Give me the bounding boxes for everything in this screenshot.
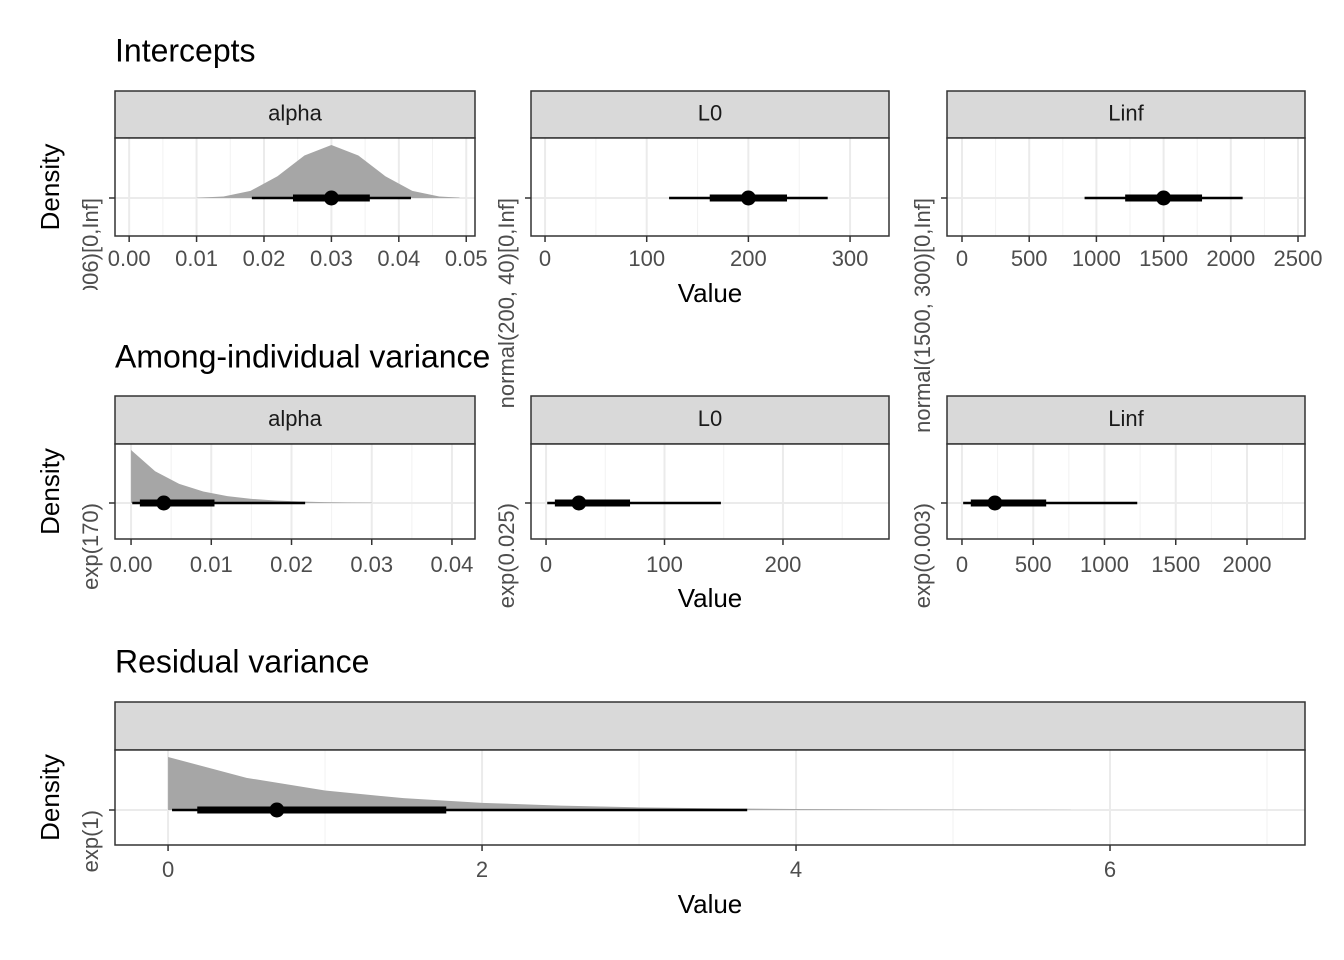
- panel-bg: [531, 138, 889, 236]
- median-point: [987, 495, 1003, 511]
- strip-label: Linf: [1108, 100, 1144, 125]
- x-tick-label: 200: [730, 246, 767, 271]
- x-axis-title: Value: [678, 583, 743, 613]
- y-tick-label: exp(170): [78, 503, 103, 590]
- x-tick-label: 200: [765, 552, 802, 577]
- strip-bg: [114, 701, 1306, 751]
- y-tick-label: exp(1): [78, 810, 103, 872]
- median-point: [571, 495, 587, 511]
- panel-bg: [531, 444, 889, 539]
- strip-bg: [946, 395, 1306, 445]
- median-point: [740, 190, 756, 206]
- strip-label: alpha: [268, 100, 323, 125]
- x-tick-label: 4: [790, 857, 802, 882]
- panel-border: [114, 137, 476, 237]
- x-tick-label: 0: [956, 246, 968, 271]
- panels: alpha 0.00 0.01 0.02 0.03 0.04 0.05 L0 0 100 200 30…: [108, 90, 1323, 271]
- x-tick-label: 0.03: [350, 552, 393, 577]
- x-tick-label: 1000: [1080, 552, 1129, 577]
- x-tick-label: 6: [1104, 857, 1116, 882]
- x-tick-label: 0: [540, 552, 552, 577]
- y-tick-label: normal(200, 40)[0,Inf]: [494, 198, 519, 408]
- x-tick-label: 0.00: [108, 246, 151, 271]
- x-tick-label: 100: [628, 246, 665, 271]
- strip-bg: [530, 395, 890, 445]
- median-point: [323, 190, 339, 206]
- panel-border: [114, 749, 1306, 846]
- x-tick-label: 0.03: [310, 246, 353, 271]
- x-tick-label: 0: [956, 552, 968, 577]
- panel-border: [946, 137, 1306, 237]
- x-tick-label: 0.01: [190, 552, 233, 577]
- x-tick-label: 1500: [1139, 246, 1188, 271]
- median-point: [269, 802, 285, 818]
- strip-label: Linf: [1108, 406, 1144, 431]
- x-tick-label: 0.04: [431, 552, 474, 577]
- x-tick-label: 0.01: [175, 246, 218, 271]
- panel-border: [530, 443, 890, 540]
- x-tick-label: 0.02: [270, 552, 313, 577]
- row-title: Residual variance: [115, 643, 369, 679]
- x-tick-label: 0.02: [243, 246, 286, 271]
- panel-bg: [947, 444, 1305, 539]
- y-tick-label: normal(1500, 300)[0,Inf]: [910, 198, 935, 433]
- strip-bg: [114, 395, 476, 445]
- x-tick-label: 500: [1015, 552, 1052, 577]
- x-tick-label: 0.05: [445, 246, 488, 271]
- x-tick-label: 500: [1011, 246, 1048, 271]
- median-point: [156, 495, 172, 511]
- density: [196, 145, 460, 198]
- row-title: Intercepts: [115, 32, 256, 68]
- median-point: [1156, 190, 1172, 206]
- y-axis-title: Density: [35, 144, 65, 231]
- row-title: Among-individual variance: [115, 338, 490, 374]
- y-tick-label: normal(0.03, 0.006)[0,Inf]: [78, 198, 103, 445]
- strip-bg: [530, 90, 890, 139]
- x-tick-label: 2500: [1274, 246, 1323, 271]
- x-tick-label: 2: [476, 857, 488, 882]
- x-tick-label: 2000: [1223, 552, 1272, 577]
- panel-bg: [947, 138, 1305, 236]
- x-tick-label: 1000: [1072, 246, 1121, 271]
- density: [168, 757, 1071, 810]
- y-axis-title: Density: [35, 754, 65, 841]
- x-tick-label: 2000: [1206, 246, 1255, 271]
- strip-bg: [114, 90, 476, 139]
- x-tick-label: 0: [162, 857, 174, 882]
- x-axis-title: Value: [678, 278, 743, 308]
- y-tick-label: exp(0.025): [494, 503, 519, 608]
- x-tick-label: 100: [646, 552, 683, 577]
- strip-label: L0: [698, 406, 722, 431]
- strip-label: L0: [698, 100, 722, 125]
- y-tick-label: exp(0.003): [910, 503, 935, 608]
- x-axis-title: Value: [678, 889, 743, 919]
- panel-border: [946, 443, 1306, 540]
- panel-border: [530, 137, 890, 237]
- strip-label: alpha: [268, 406, 323, 431]
- x-tick-label: 300: [832, 246, 869, 271]
- panels: alpha 0.00 0.01 0.02 0.03 0.04 L0 0 100 200 Linf 0 5…: [109, 395, 1306, 577]
- strip-bg: [946, 90, 1306, 139]
- panels: 0 2 4 6: [109, 701, 1306, 882]
- x-tick-label: 1500: [1151, 552, 1200, 577]
- y-axis-title: Density: [35, 448, 65, 535]
- panel-border: [114, 443, 476, 540]
- density: [131, 450, 372, 503]
- x-tick-label: 0.00: [110, 552, 153, 577]
- x-tick-label: 0.04: [377, 246, 420, 271]
- x-tick-label: 0: [539, 246, 551, 271]
